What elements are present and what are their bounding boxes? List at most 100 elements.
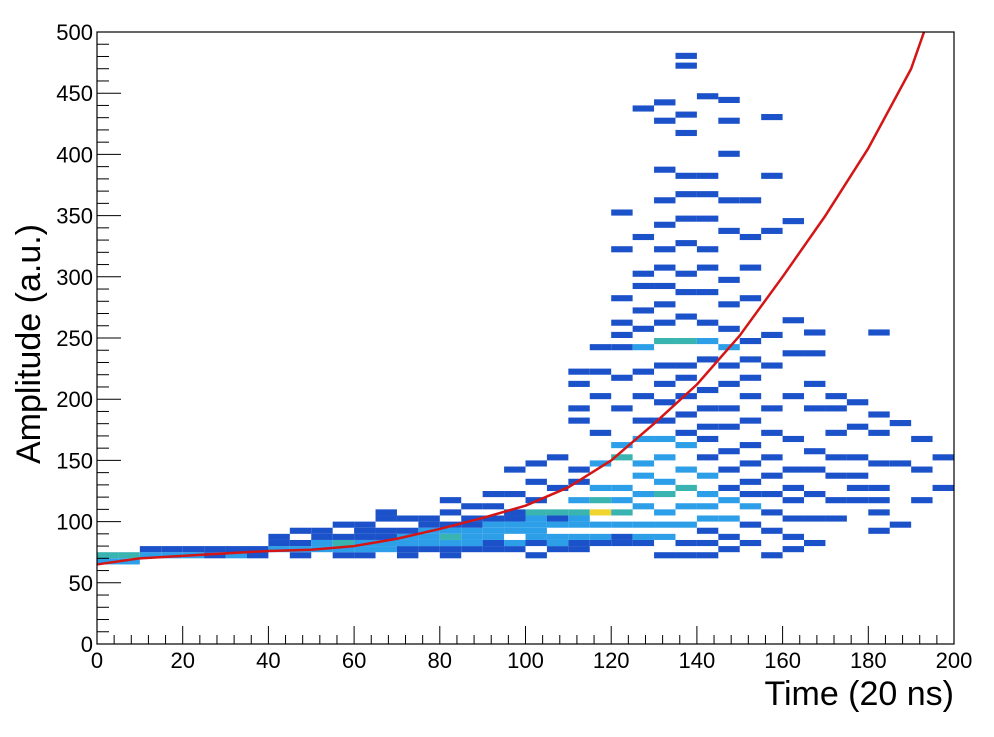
heatmap-bin xyxy=(139,552,162,559)
heatmap-bin xyxy=(375,509,397,516)
heatmap-bin xyxy=(718,405,740,412)
heatmap-bin xyxy=(118,552,140,559)
heatmap-bin xyxy=(482,539,505,547)
heatmap-bin xyxy=(782,515,805,522)
heatmap-bin xyxy=(589,429,612,436)
heatmap-bin xyxy=(632,307,655,314)
heatmap-bin xyxy=(504,527,526,534)
heatmap-bin xyxy=(611,509,633,516)
heatmap-bin xyxy=(568,533,590,540)
heatmap-bin xyxy=(696,405,719,412)
fit-curve-group xyxy=(96,31,926,566)
heatmap-bin xyxy=(654,521,676,528)
heatmap-bin xyxy=(761,405,783,412)
heatmap-bin xyxy=(825,472,847,479)
y-axis-title: Amplitude (a.u.) xyxy=(10,224,48,464)
heatmap-bin xyxy=(804,380,826,387)
heatmap-bin xyxy=(439,509,462,516)
heatmap-bin xyxy=(739,356,762,363)
heatmap-bin xyxy=(718,515,740,522)
heatmap-bin xyxy=(482,491,505,498)
heatmap-bin xyxy=(675,539,697,547)
heatmap-bin xyxy=(761,172,783,179)
heatmap-bin xyxy=(568,515,590,522)
heatmap-bin xyxy=(718,466,740,473)
heatmap-bin xyxy=(675,289,697,296)
heatmap-bin xyxy=(632,368,655,375)
heatmap-bin xyxy=(611,319,633,326)
heatmap-bin xyxy=(589,368,612,375)
x-tick-label: 100 xyxy=(507,648,544,673)
heatmap-bin xyxy=(675,172,697,179)
heatmap-bin xyxy=(846,472,869,479)
y-tick-label: 450 xyxy=(56,81,93,106)
heatmap-bin xyxy=(568,405,590,412)
heatmap-bin xyxy=(825,454,847,461)
heatmap-bin xyxy=(718,301,740,308)
x-axis-ticks: 0 20 40 60 80 100 120 140 160 180 200 xyxy=(91,626,972,673)
heatmap-bin xyxy=(675,215,697,222)
heatmap-bin xyxy=(782,533,805,540)
heatmap-bin xyxy=(654,509,676,516)
heatmap-bin xyxy=(804,448,826,455)
heatmap-bin xyxy=(675,62,697,69)
heatmap-bin xyxy=(482,521,505,528)
heatmap-bin xyxy=(675,191,697,198)
heatmap-bin xyxy=(611,533,633,540)
heatmap-bin xyxy=(675,362,697,369)
heatmap-bin xyxy=(696,215,719,222)
x-tick-label: 160 xyxy=(764,648,801,673)
heatmap-bin xyxy=(268,533,290,540)
heatmap-bin xyxy=(375,546,397,553)
heatmap-bin xyxy=(461,546,483,553)
heatmap-bin xyxy=(439,497,462,504)
heatmap-bin xyxy=(546,546,569,553)
heatmap-bin xyxy=(611,344,633,351)
heatmap-bin xyxy=(654,99,676,106)
heatmap-bin xyxy=(632,435,655,443)
heatmap-bin xyxy=(289,552,312,559)
heatmap-bin xyxy=(782,484,805,491)
heatmap-bin xyxy=(525,552,547,559)
heatmap-bin xyxy=(739,197,762,204)
heatmap-bin xyxy=(611,442,633,449)
heatmap-bin xyxy=(739,442,762,449)
heatmap-bin xyxy=(354,527,376,534)
heatmap-bin xyxy=(568,509,590,516)
heatmap-bin xyxy=(482,527,505,534)
y-tick-label: 400 xyxy=(56,142,93,167)
heatmap-bin xyxy=(675,270,697,277)
heatmap-bin xyxy=(654,435,676,443)
heatmap-bin xyxy=(868,497,890,504)
heatmap-bin xyxy=(868,460,890,467)
heatmap-bin xyxy=(654,301,676,308)
heatmap-bin xyxy=(332,521,355,528)
heatmap-bin xyxy=(761,454,783,461)
heatmap-bin xyxy=(611,295,633,302)
heatmap-bin xyxy=(739,338,762,345)
heatmap-bin xyxy=(418,533,440,540)
heatmap-bin xyxy=(546,515,569,522)
heatmap-bin xyxy=(589,484,612,491)
heatmap-bin xyxy=(675,429,697,436)
heatmap-bin xyxy=(804,515,826,522)
heatmap-bin xyxy=(654,166,676,173)
heatmap-bin xyxy=(525,521,547,528)
heatmap-bin xyxy=(868,484,890,491)
heatmap-bin xyxy=(696,289,719,296)
heatmap-bin xyxy=(696,539,719,547)
heatmap-bin xyxy=(739,393,762,400)
heatmap-bin xyxy=(525,460,547,467)
heatmap-bin xyxy=(482,515,505,522)
heatmap-bin xyxy=(825,405,847,412)
heatmap-bin xyxy=(589,460,612,467)
heatmap-bin xyxy=(118,558,140,565)
heatmap-bin xyxy=(654,552,676,559)
heatmap-bin xyxy=(568,417,590,424)
heatmap-bin xyxy=(718,533,740,540)
x-tick-label: 60 xyxy=(342,648,366,673)
heatmap-bin xyxy=(804,329,826,336)
x-tick-label: 80 xyxy=(428,648,452,673)
heatmap-bin xyxy=(225,552,247,559)
heatmap-bin xyxy=(568,368,590,375)
